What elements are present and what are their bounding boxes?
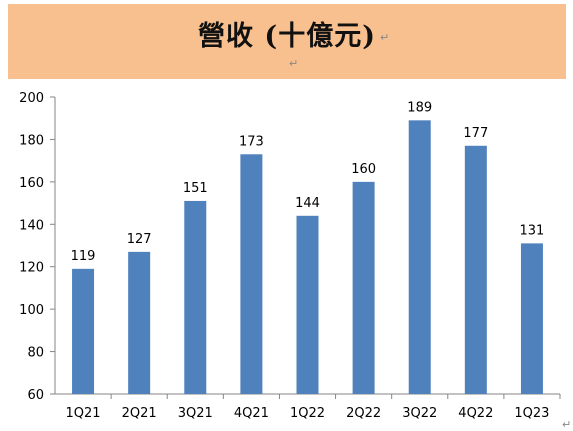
x-tick-label: 2Q21: [122, 406, 157, 421]
bar: [72, 268, 95, 394]
title-banner: 營收 (十億元) ↵ ↵: [8, 4, 566, 79]
y-tick-label: 200: [19, 91, 44, 106]
x-tick-label: 4Q21: [234, 406, 269, 421]
bar: [184, 200, 207, 394]
data-label: 131: [520, 223, 545, 238]
data-label: 177: [463, 126, 488, 141]
paragraph-mark-title: ↵: [380, 31, 390, 44]
data-labels: 119 127 151 173 144 160 189 177 131: [71, 100, 545, 264]
x-tick-label: 4Q22: [458, 406, 493, 421]
bar: [464, 145, 487, 394]
bar: [352, 181, 375, 394]
axes: 60 80 100 120 140 160 180 200 1Q21 2Q21 3Q21 4Q21 1Q…: [19, 91, 561, 421]
y-tick-label: 160: [19, 176, 44, 191]
y-tick-label: 100: [19, 303, 44, 318]
data-label: 151: [183, 181, 208, 196]
x-tick-label: 3Q22: [402, 406, 437, 421]
x-tick-label: 1Q23: [514, 406, 549, 421]
data-label: 173: [239, 134, 264, 149]
x-tick-label: 1Q21: [66, 406, 101, 421]
bar: [128, 251, 151, 394]
x-tick-label: 3Q21: [178, 406, 213, 421]
bar: [296, 215, 319, 394]
data-label: 189: [407, 100, 432, 115]
y-tick-label: 60: [27, 388, 44, 403]
data-label: 160: [351, 162, 376, 177]
bar: [520, 243, 543, 394]
y-tick-label: 120: [19, 261, 44, 276]
bar: [408, 120, 431, 394]
data-label: 144: [295, 196, 320, 211]
data-label: 127: [127, 232, 152, 247]
chart-title: 營收 (十億元): [198, 21, 376, 52]
paragraph-mark-bottom: ↵: [562, 418, 572, 431]
y-tick-label: 140: [19, 218, 44, 233]
bar: [240, 154, 263, 394]
y-tick-label: 80: [27, 346, 44, 361]
y-tick-label: 180: [19, 133, 44, 148]
paragraph-mark-empty-line: ↵: [289, 57, 299, 70]
x-tick-label: 2Q22: [346, 406, 381, 421]
bars: [72, 120, 543, 394]
x-tick-label: 1Q22: [290, 406, 325, 421]
data-label: 119: [71, 249, 96, 264]
